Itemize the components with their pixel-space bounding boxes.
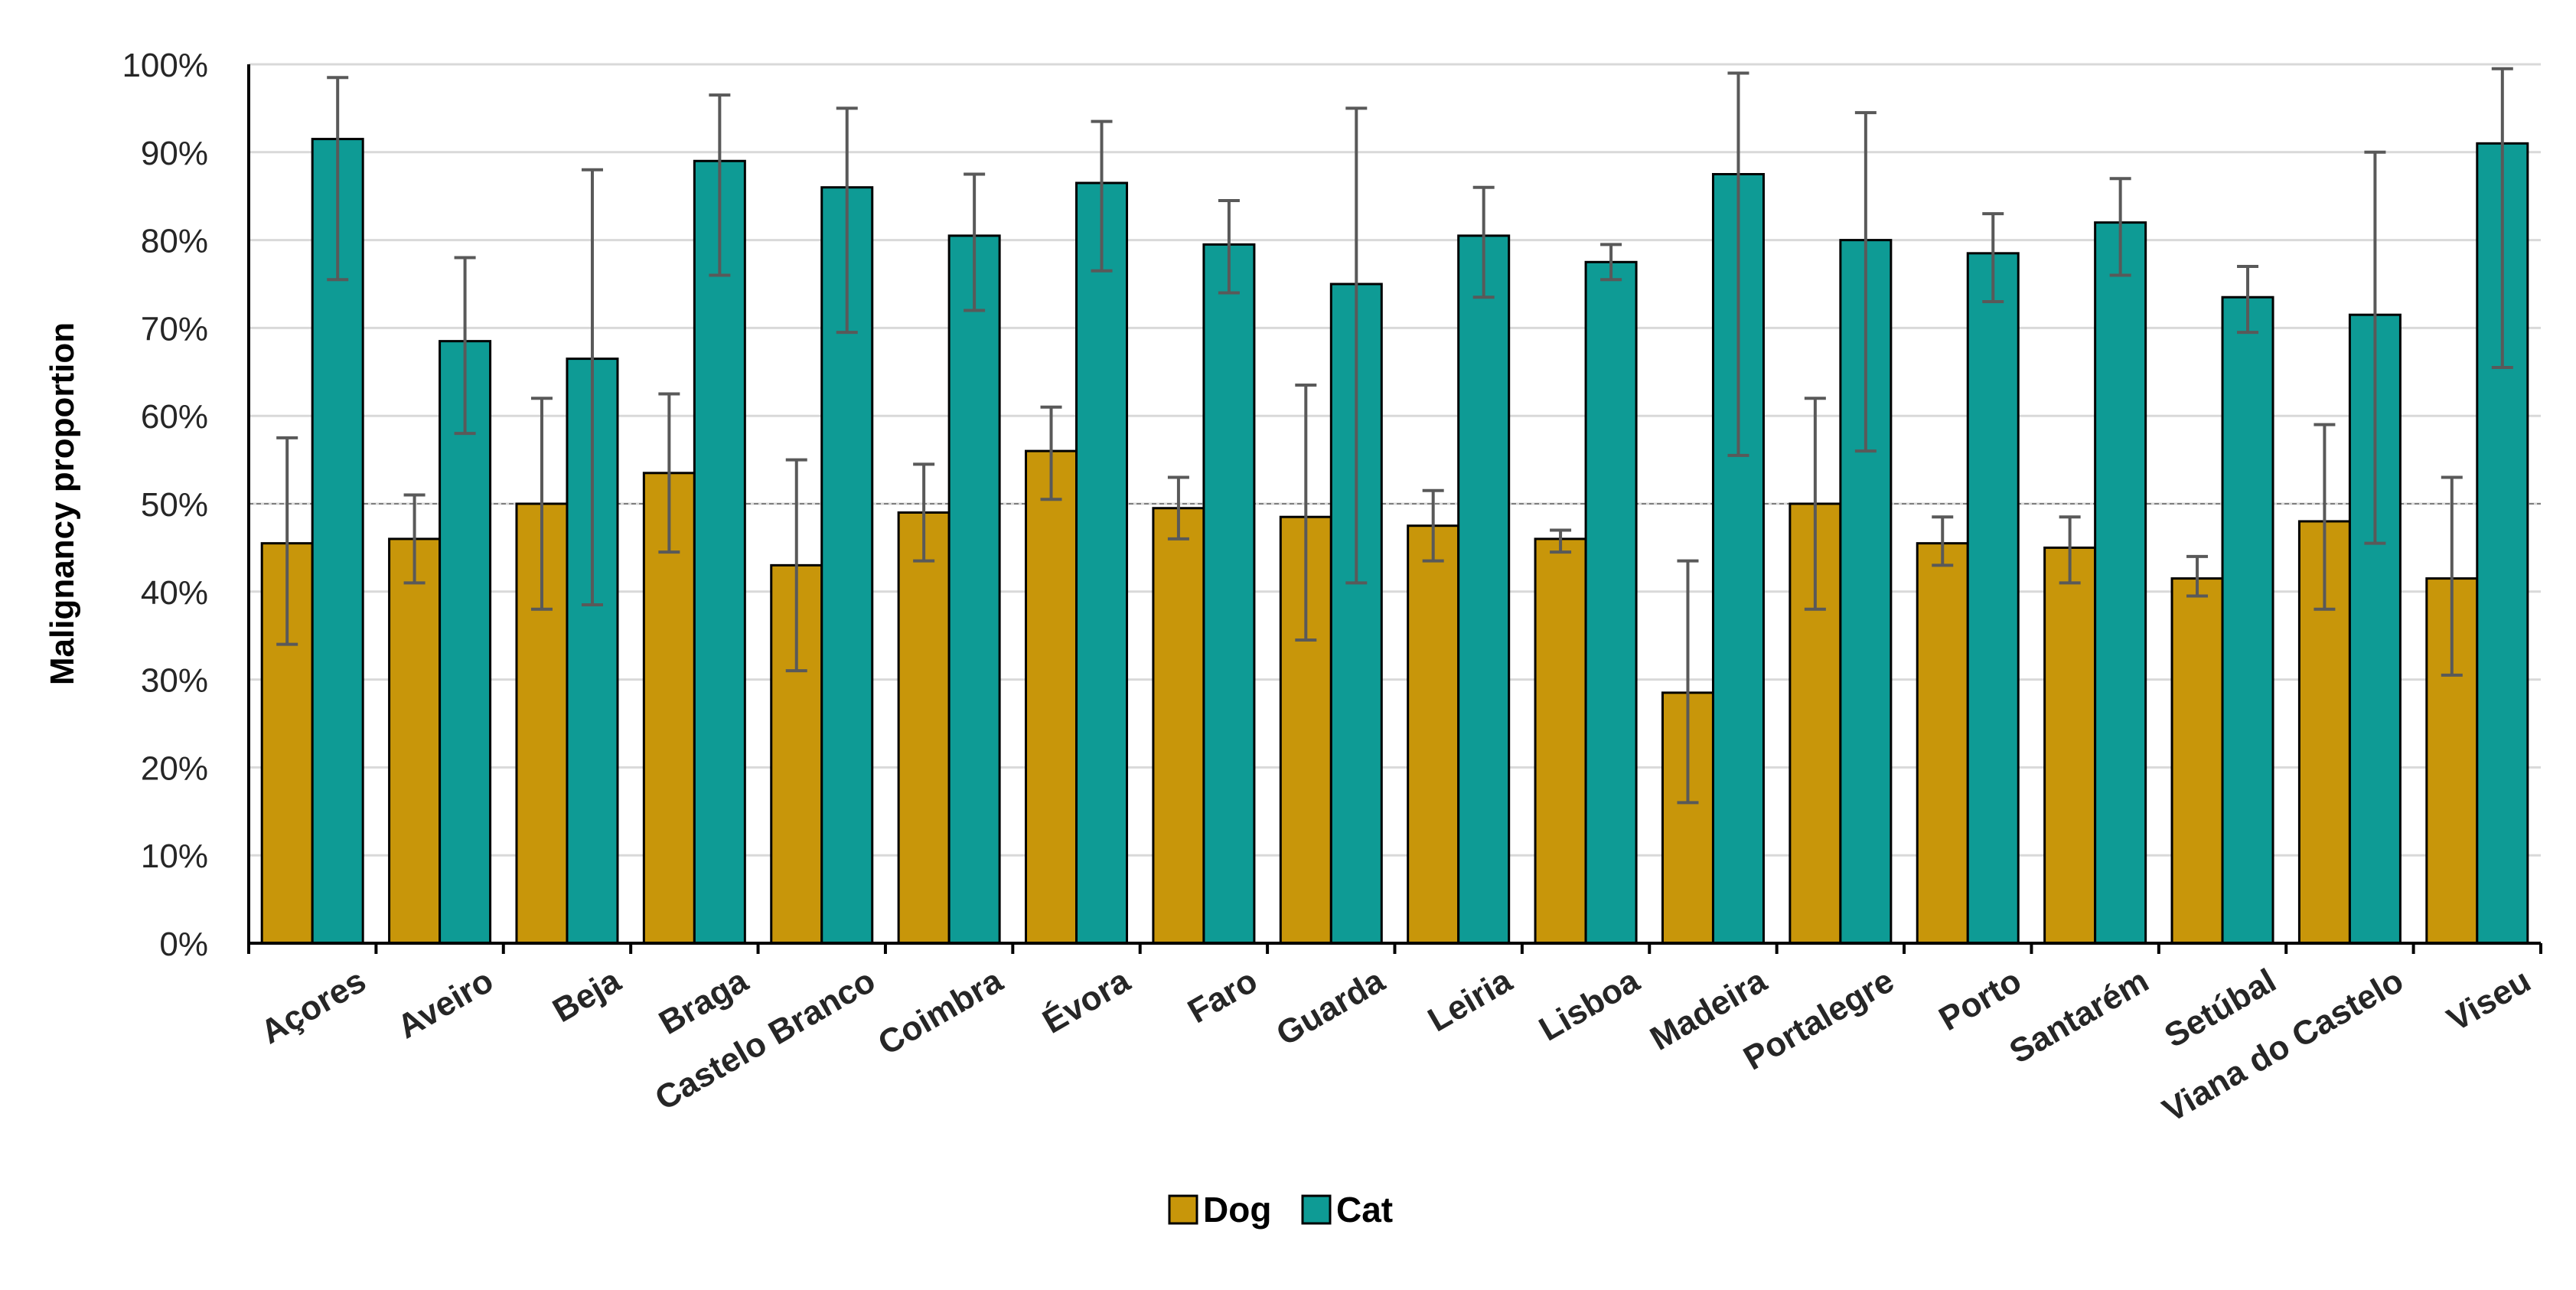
legend-label-cat: Cat	[1336, 1190, 1393, 1230]
x-tick-label: Faro	[1182, 962, 1264, 1030]
error-bar-cat	[1218, 198, 1240, 295]
y-tick-label: 20%	[141, 750, 208, 787]
x-tick-label: Beja	[546, 962, 627, 1030]
x-tick-label: Viana do Castelo	[2157, 962, 2410, 1129]
y-tick-label: 50%	[141, 486, 208, 524]
bar-dog	[2043, 546, 2097, 945]
error-bar-dog	[2059, 515, 2081, 585]
legend-swatch-dog	[1168, 1194, 1198, 1225]
error-bar-dog	[1295, 384, 1317, 642]
bar-cat	[1457, 234, 1511, 945]
x-tick-label: Viseu	[2441, 962, 2537, 1039]
bar-cat	[2221, 296, 2274, 945]
y-tick-label: 70%	[141, 310, 208, 348]
error-bar-cat	[1091, 119, 1113, 273]
error-bar-dog	[1932, 515, 1954, 567]
x-tick-label: Braga	[653, 962, 755, 1042]
error-bar-cat	[1854, 111, 1877, 453]
x-tick-label: Açores	[255, 962, 373, 1051]
error-bar-dog	[1804, 397, 1826, 611]
x-tick-label: Coimbra	[872, 962, 1009, 1063]
y-tick-label: 10%	[141, 838, 208, 875]
error-bar-dog	[2314, 423, 2336, 611]
bar-dog	[1152, 507, 1205, 945]
bar-dog	[1534, 537, 1587, 945]
error-bar-cat	[2491, 67, 2513, 370]
x-tick-label: Évora	[1036, 961, 1136, 1041]
bars	[260, 138, 2529, 945]
x-tick-label: Leiria	[1422, 962, 1519, 1039]
error-bar-dog	[913, 462, 935, 563]
bar-cat	[1202, 243, 1256, 945]
bar-cat	[1584, 260, 1638, 945]
error-bar-dog	[1167, 475, 1189, 540]
error-bar-cat	[454, 256, 476, 436]
legend: Dog Cat	[1168, 1190, 1393, 1230]
error-bar-cat	[964, 172, 986, 312]
error-bar-dog	[2186, 554, 2209, 598]
y-tick-label: 40%	[141, 574, 208, 612]
error-bar-cat	[2237, 265, 2259, 335]
legend-swatch-cat	[1301, 1194, 1332, 1225]
bar-cat	[947, 234, 1001, 945]
error-bar-cat	[1727, 71, 1749, 457]
bar-dog	[1025, 449, 1078, 945]
error-bar-dog	[1550, 528, 1572, 554]
legend-label-dog: Dog	[1203, 1190, 1271, 1230]
bar-cat	[1075, 181, 1129, 945]
y-tick-label: 0%	[159, 926, 208, 963]
error-bar-cat	[327, 76, 349, 282]
y-tick-label: 100%	[122, 47, 208, 84]
error-bars	[276, 67, 2513, 805]
bar-dog	[1916, 542, 1969, 945]
error-bar-dog	[1677, 559, 1699, 805]
bar-dog	[1407, 524, 1460, 945]
x-tick-label: Aveiro	[391, 962, 500, 1046]
x-tick-label: Guarda	[1270, 962, 1391, 1053]
error-bar-dog	[403, 493, 426, 585]
bar-cat	[1966, 252, 2020, 945]
error-bar-dog	[1422, 488, 1444, 563]
error-bar-dog	[2441, 475, 2463, 677]
error-bar-cat	[2109, 177, 2131, 277]
error-bar-cat	[1472, 185, 1495, 299]
x-tick-label: Santarém	[2004, 962, 2155, 1071]
error-bar-dog	[276, 436, 298, 646]
error-bar-cat	[1982, 212, 2004, 303]
bar-dog	[897, 511, 951, 945]
y-tick-label: 80%	[141, 223, 208, 260]
bar-cat	[2094, 221, 2147, 945]
legend-item-cat: Cat	[1301, 1190, 1393, 1230]
error-bar-cat	[1345, 106, 1368, 585]
gridlines	[249, 63, 2541, 857]
bar-cat	[693, 159, 746, 945]
y-tick-labels: 0% 10% 20% 30% 40% 50% 60% 70% 80% 90% 100%	[122, 47, 208, 963]
bar-dog	[388, 537, 442, 945]
y-axis-label: Malignancy proportion	[44, 322, 81, 685]
axes	[247, 64, 2542, 954]
x-tick-label: Castelo Branco	[649, 962, 882, 1118]
y-tick-label: 90%	[141, 135, 208, 172]
error-bar-cat	[2364, 150, 2386, 545]
error-bar-dog	[1040, 405, 1062, 501]
bar-dog	[2170, 577, 2224, 945]
error-bar-cat	[581, 168, 603, 607]
error-bar-dog	[785, 458, 807, 673]
x-tick-label: Lisboa	[1533, 962, 1646, 1049]
error-bar-dog	[530, 397, 553, 611]
legend-item-dog: Dog	[1168, 1190, 1271, 1230]
error-bar-dog	[658, 392, 680, 554]
y-tick-label: 60%	[141, 398, 208, 436]
error-bar-cat	[836, 106, 858, 335]
error-bar-cat	[1600, 243, 1622, 282]
error-bar-cat	[709, 93, 731, 277]
y-tick-label: 30%	[141, 662, 208, 700]
x-tick-label: Porto	[1932, 962, 2027, 1038]
